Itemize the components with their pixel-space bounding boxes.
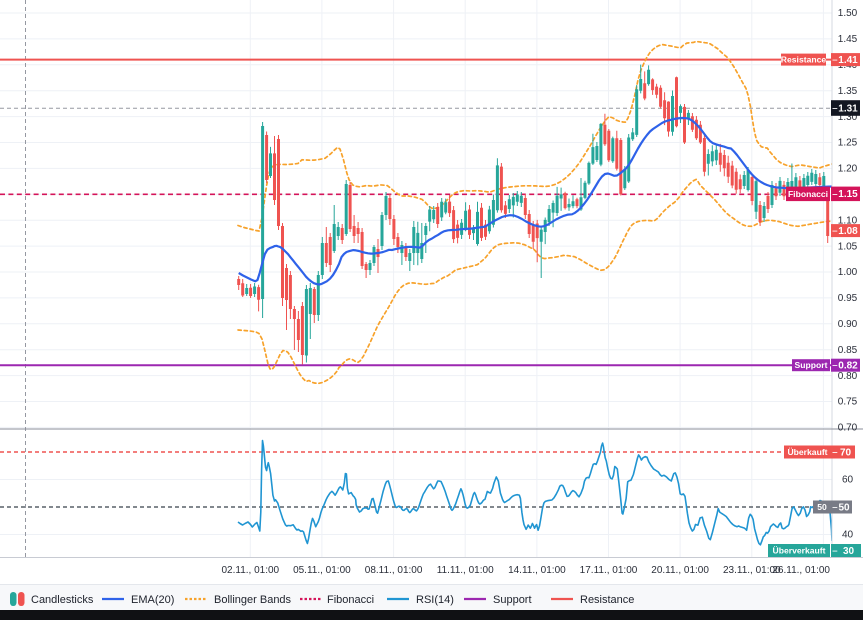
svg-text:50: 50 [817,502,827,512]
svg-text:0.95: 0.95 [838,293,858,304]
svg-text:RSI(14): RSI(14) [416,594,454,606]
svg-text:Support: Support [493,594,532,606]
svg-text:0.75: 0.75 [838,397,858,408]
svg-text:Überkauft: Überkauft [787,447,827,457]
svg-text:02.11., 01:00: 02.11., 01:00 [221,565,279,576]
svg-text:60: 60 [842,475,854,486]
svg-text:1.08: 1.08 [838,226,858,237]
svg-text:Resistance: Resistance [781,55,827,65]
svg-text:‒: ‒ [832,546,838,556]
svg-text:23.11., 01:00: 23.11., 01:00 [723,565,781,576]
svg-text:30: 30 [843,546,855,557]
svg-text:‒: ‒ [832,55,838,65]
svg-text:Überverkauft: Überverkauft [772,546,825,556]
svg-text:1.41: 1.41 [838,55,858,66]
svg-text:‒: ‒ [832,226,838,236]
svg-text:0.70: 0.70 [838,423,858,434]
svg-text:1.35: 1.35 [838,86,858,97]
svg-text:Resistance: Resistance [580,594,634,606]
svg-text:0.85: 0.85 [838,345,858,356]
svg-text:50: 50 [838,502,850,513]
svg-text:05.11., 01:00: 05.11., 01:00 [293,565,351,576]
svg-text:70: 70 [840,447,852,458]
svg-text:1.10: 1.10 [838,215,858,226]
svg-text:0.82: 0.82 [838,361,858,372]
svg-text:1.31: 1.31 [838,103,858,114]
svg-text:‒: ‒ [832,447,838,457]
svg-text:20.11., 01:00: 20.11., 01:00 [651,565,709,576]
svg-text:‒: ‒ [832,189,838,199]
svg-text:Fibonacci: Fibonacci [788,189,828,199]
svg-text:‒: ‒ [832,360,838,370]
svg-text:1.30: 1.30 [838,112,858,123]
svg-text:Fibonacci: Fibonacci [327,594,374,606]
svg-text:26.11., 01:00: 26.11., 01:00 [772,565,830,576]
svg-text:1.00: 1.00 [838,267,858,278]
svg-text:1.45: 1.45 [838,34,858,45]
svg-text:1.50: 1.50 [838,8,858,19]
svg-text:17.11., 01:00: 17.11., 01:00 [580,565,638,576]
svg-text:40: 40 [842,530,854,541]
svg-text:1.05: 1.05 [838,241,858,252]
svg-text:‒: ‒ [832,103,838,113]
svg-text:1.20: 1.20 [838,164,858,175]
svg-text:‒: ‒ [832,502,838,512]
svg-text:08.11., 01:00: 08.11., 01:00 [365,565,423,576]
svg-text:14.11., 01:00: 14.11., 01:00 [508,565,566,576]
svg-text:EMA(20): EMA(20) [131,594,174,606]
svg-text:11.11., 01:00: 11.11., 01:00 [437,565,494,576]
svg-text:0.80: 0.80 [838,371,858,382]
svg-text:1.25: 1.25 [838,138,858,149]
svg-text:1.15: 1.15 [838,189,858,200]
svg-text:Candlesticks: Candlesticks [31,594,94,606]
svg-text:Support: Support [795,360,828,370]
svg-text:Bollinger Bands: Bollinger Bands [214,594,292,606]
svg-text:0.90: 0.90 [838,319,858,330]
